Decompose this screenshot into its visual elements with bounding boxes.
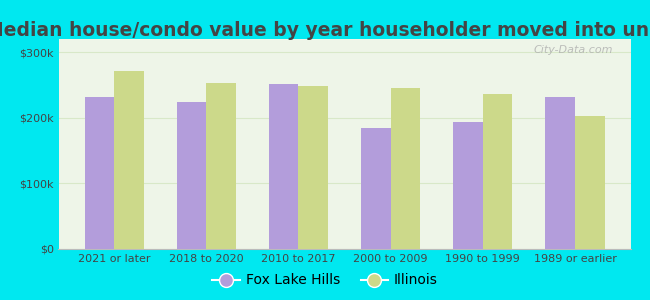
Bar — [269, 84, 298, 249]
Bar — [206, 83, 236, 249]
Legend: Fox Lake Hills, Illinois: Fox Lake Hills, Illinois — [207, 268, 443, 293]
Bar — [114, 71, 144, 249]
Text: City-Data.com: City-Data.com — [534, 45, 614, 55]
Bar — [575, 116, 604, 249]
Bar — [545, 97, 575, 249]
Bar — [483, 94, 512, 249]
Bar — [453, 122, 483, 249]
Bar — [84, 97, 114, 249]
Text: Median house/condo value by year householder moved into unit: Median house/condo value by year househo… — [0, 21, 650, 40]
Bar — [361, 128, 391, 249]
Bar — [391, 88, 420, 249]
Bar — [298, 86, 328, 249]
Bar — [177, 102, 206, 249]
